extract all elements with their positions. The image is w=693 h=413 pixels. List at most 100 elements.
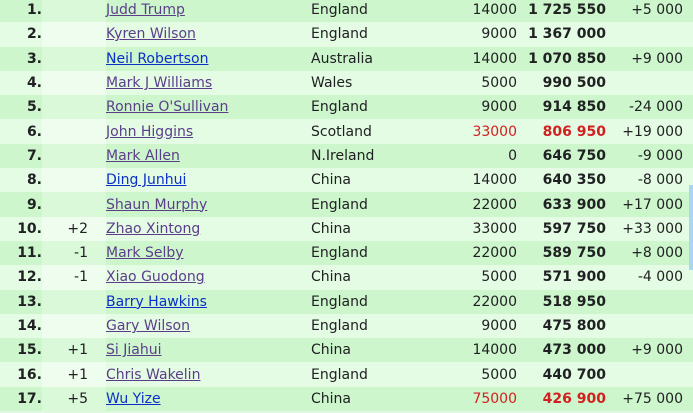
player-link[interactable]: Kyren Wilson bbox=[106, 26, 196, 43]
total-points-cell: 640 350 bbox=[517, 168, 606, 193]
player-link[interactable]: Shaun Murphy bbox=[106, 196, 208, 213]
points-cell: 33000 bbox=[441, 119, 517, 144]
difference-cell bbox=[606, 362, 693, 387]
points-cell: 0 bbox=[441, 143, 517, 169]
player-link[interactable]: Barry Hawkins bbox=[106, 293, 207, 310]
rank-change-cell: -1 bbox=[42, 240, 92, 266]
spacer-cell bbox=[92, 362, 106, 387]
player-link[interactable]: John Higgins bbox=[106, 123, 194, 140]
player-cell: Chris Wakelin bbox=[106, 362, 311, 387]
difference-cell: +75 000 bbox=[606, 386, 693, 412]
country-cell: China bbox=[311, 338, 441, 363]
rank-change-cell bbox=[42, 313, 92, 339]
rank-cell: 14. bbox=[0, 313, 42, 339]
difference-cell: -24 000 bbox=[606, 95, 693, 120]
points-cell: 5000 bbox=[441, 70, 517, 96]
table-row: 11. -1 Mark Selby England 22000 589 750 +8 000 bbox=[0, 240, 693, 266]
player-cell: Mark Selby bbox=[106, 240, 311, 266]
total-points-cell: 1 070 850 bbox=[517, 46, 606, 71]
points-cell: 22000 bbox=[441, 192, 517, 217]
player-link[interactable]: Wu Yize bbox=[106, 390, 161, 407]
difference-cell: -8 000 bbox=[606, 168, 693, 193]
rank-cell: 9. bbox=[0, 192, 42, 217]
country-cell: England bbox=[311, 95, 441, 120]
spacer-cell bbox=[92, 216, 106, 241]
table-row: 1. Judd Trump England 14000 1 725 550 +5 000 bbox=[0, 0, 693, 23]
total-points-cell: 473 000 bbox=[517, 338, 606, 363]
player-link[interactable]: Mark Allen bbox=[106, 147, 180, 164]
spacer-cell bbox=[92, 289, 106, 314]
difference-cell: +17 000 bbox=[606, 192, 693, 217]
difference-cell: +8 000 bbox=[606, 240, 693, 266]
difference-cell bbox=[606, 70, 693, 96]
country-cell: England bbox=[311, 362, 441, 387]
rank-cell: 17. bbox=[0, 386, 42, 412]
spacer-cell bbox=[92, 95, 106, 120]
player-cell: Xiao Guodong bbox=[106, 265, 311, 290]
player-link[interactable]: Si Jiahui bbox=[106, 342, 162, 359]
spacer-cell bbox=[92, 70, 106, 96]
player-link[interactable]: Chris Wakelin bbox=[106, 366, 201, 383]
rank-cell: 15. bbox=[0, 338, 42, 363]
difference-cell: +19 000 bbox=[606, 119, 693, 144]
spacer-cell bbox=[92, 338, 106, 363]
spacer-cell bbox=[92, 168, 106, 193]
total-points-cell: 571 900 bbox=[517, 265, 606, 290]
country-cell: Wales bbox=[311, 70, 441, 96]
player-link[interactable]: Gary Wilson bbox=[106, 318, 190, 334]
player-link[interactable]: Ronnie O'Sullivan bbox=[106, 99, 229, 116]
table-row: 17. +5 Wu Yize China 75000 426 900 +75 000 bbox=[0, 386, 693, 412]
player-cell: Ronnie O'Sullivan bbox=[106, 95, 311, 120]
difference-cell: +33 000 bbox=[606, 216, 693, 241]
rank-cell: 16. bbox=[0, 362, 42, 387]
spacer-cell bbox=[92, 46, 106, 71]
total-points-cell: 518 950 bbox=[517, 289, 606, 314]
spacer-cell bbox=[92, 0, 106, 23]
table-row: 12. -1 Xiao Guodong China 5000 571 900 -4 000 bbox=[0, 265, 693, 290]
player-cell: John Higgins bbox=[106, 119, 311, 144]
points-cell: 22000 bbox=[441, 289, 517, 314]
table-row: 3. Neil Robertson Australia 14000 1 070 850 +… bbox=[0, 46, 693, 71]
points-cell: 14000 bbox=[441, 46, 517, 71]
player-cell: Si Jiahui bbox=[106, 338, 311, 363]
player-link[interactable]: Ding Junhui bbox=[106, 172, 187, 189]
rank-cell: 8. bbox=[0, 168, 42, 193]
difference-cell: -4 000 bbox=[606, 265, 693, 290]
player-link[interactable]: Mark J Williams bbox=[106, 75, 213, 92]
spacer-cell bbox=[92, 119, 106, 144]
country-cell: England bbox=[311, 0, 441, 23]
rank-cell: 13. bbox=[0, 289, 42, 314]
difference-cell bbox=[606, 289, 693, 314]
player-link[interactable]: Mark Selby bbox=[106, 245, 184, 262]
player-link[interactable]: Judd Trump bbox=[106, 2, 185, 19]
rank-change-cell bbox=[42, 46, 92, 71]
points-cell: 5000 bbox=[441, 362, 517, 387]
total-points-cell: 1 725 550 bbox=[517, 0, 606, 23]
total-points-cell: 646 750 bbox=[517, 143, 606, 169]
player-link[interactable]: Zhao Xintong bbox=[106, 220, 201, 237]
rank-change-cell bbox=[42, 0, 92, 23]
player-link[interactable]: Xiao Guodong bbox=[106, 269, 205, 286]
table-row: 4. Mark J Williams Wales 5000 990 500 bbox=[0, 70, 693, 96]
total-points-cell: 597 750 bbox=[517, 216, 606, 241]
rank-change-cell bbox=[42, 192, 92, 217]
table-row: 6. John Higgins Scotland 33000 806 950 +19 00… bbox=[0, 119, 693, 144]
table-row: 5. Ronnie O'Sullivan England 9000 914 850 -24… bbox=[0, 95, 693, 120]
rank-change-cell: -1 bbox=[42, 265, 92, 290]
difference-cell bbox=[606, 22, 693, 47]
rank-cell: 3. bbox=[0, 46, 42, 71]
player-cell: Kyren Wilson bbox=[106, 22, 311, 47]
spacer-cell bbox=[92, 265, 106, 290]
difference-cell: +9 000 bbox=[606, 338, 693, 363]
spacer-cell bbox=[92, 22, 106, 47]
player-cell: Zhao Xintong bbox=[106, 216, 311, 241]
table-row: 13. Barry Hawkins England 22000 518 950 bbox=[0, 289, 693, 314]
points-cell: 9000 bbox=[441, 22, 517, 47]
difference-cell bbox=[606, 313, 693, 339]
spacer-cell bbox=[92, 313, 106, 339]
player-link[interactable]: Neil Robertson bbox=[106, 50, 209, 67]
rank-change-cell bbox=[42, 22, 92, 47]
player-cell: Mark J Williams bbox=[106, 70, 311, 96]
